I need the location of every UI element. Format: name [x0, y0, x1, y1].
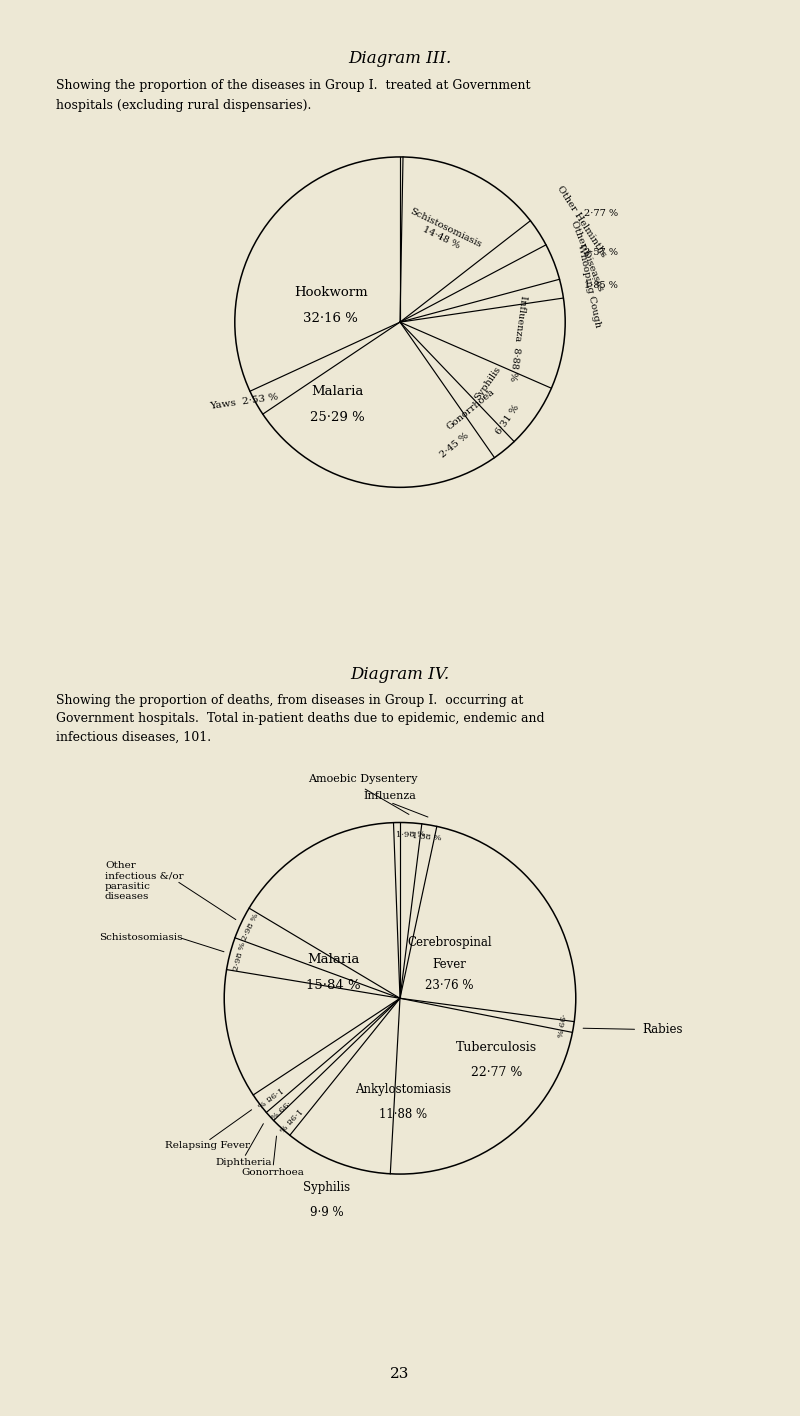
Text: 23: 23	[390, 1366, 410, 1381]
Text: Ankylostomiasis: Ankylostomiasis	[355, 1083, 451, 1096]
Text: 1·38 %: 1·38 %	[412, 833, 442, 843]
Text: Showing the proportion of deaths, from diseases in Group I.  occurring at: Showing the proportion of deaths, from d…	[56, 694, 523, 707]
Text: Yaws  2·53 %: Yaws 2·53 %	[210, 392, 279, 411]
Text: hospitals (excluding rural dispensaries).: hospitals (excluding rural dispensaries)…	[56, 99, 311, 112]
Text: Malaria: Malaria	[311, 385, 363, 398]
Text: Syphilis: Syphilis	[303, 1181, 350, 1195]
Text: 1·98 %: 1·98 %	[395, 831, 425, 840]
Text: Other
infectious &/or
parasitic
diseases: Other infectious &/or parasitic diseases	[105, 861, 183, 901]
Text: Other Helminths: Other Helminths	[555, 184, 608, 259]
Text: Amoebic Dysentery: Amoebic Dysentery	[308, 775, 418, 784]
Text: Schistosomiasis
14·48 %: Schistosomiasis 14·48 %	[404, 207, 483, 259]
Text: Syphilis: Syphilis	[473, 365, 503, 402]
Text: Cerebrospinal: Cerebrospinal	[407, 936, 491, 949]
Text: Influenza: Influenza	[364, 790, 417, 800]
Text: 2·45 %: 2·45 %	[438, 432, 470, 460]
Text: 22·77 %: 22·77 %	[471, 1066, 522, 1079]
Text: 25·29 %: 25·29 %	[310, 412, 365, 425]
Text: 1·98 %: 1·98 %	[277, 1106, 302, 1133]
Text: Fever: Fever	[432, 959, 466, 971]
Text: Influenza  8·88 %: Influenza 8·88 %	[508, 295, 528, 381]
Text: 32·16 %: 32·16 %	[303, 313, 358, 326]
Text: 9·9 %: 9·9 %	[310, 1206, 343, 1219]
Text: Malaria: Malaria	[307, 953, 359, 966]
Text: Rabies: Rabies	[642, 1022, 683, 1037]
Text: 23·76 %: 23·76 %	[425, 980, 474, 993]
Text: 3·57 %: 3·57 %	[584, 248, 618, 256]
Text: Relapsing Fever: Relapsing Fever	[165, 1141, 250, 1150]
Text: 1·98 %: 1·98 %	[255, 1085, 283, 1109]
Text: 2·98 %: 2·98 %	[233, 942, 248, 971]
Text: ·99 %: ·99 %	[267, 1097, 290, 1119]
Text: 1·85 %: 1·85 %	[584, 280, 618, 290]
Text: Tuberculosis: Tuberculosis	[456, 1041, 538, 1054]
Text: 2·98 %: 2·98 %	[241, 912, 261, 942]
Text: ·99 %: ·99 %	[554, 1012, 566, 1038]
Text: Government hospitals.  Total in-patient deaths due to epidemic, endemic and: Government hospitals. Total in-patient d…	[56, 712, 545, 725]
Text: Showing the proportion of the diseases in Group I.  treated at Government: Showing the proportion of the diseases i…	[56, 79, 530, 92]
Text: Other Diseases: Other Diseases	[569, 219, 605, 292]
Text: 2·77 %: 2·77 %	[584, 210, 618, 218]
Text: Hookworm: Hookworm	[294, 286, 367, 299]
Text: Whooping Cough: Whooping Cough	[576, 244, 602, 329]
Text: infectious diseases, 101.: infectious diseases, 101.	[56, 731, 211, 743]
Text: 6·31 %: 6·31 %	[494, 404, 522, 436]
Text: Gonorrhoea: Gonorrhoea	[242, 1168, 305, 1177]
Text: Schistosomiasis: Schistosomiasis	[99, 933, 182, 942]
Text: Diphtheria: Diphtheria	[216, 1158, 272, 1167]
Text: 15·84 %: 15·84 %	[306, 980, 361, 993]
Text: 11·88 %: 11·88 %	[379, 1107, 427, 1121]
Text: Diagram III.: Diagram III.	[348, 50, 452, 67]
Text: Diagram IV.: Diagram IV.	[350, 666, 450, 683]
Text: Gonorrhoea: Gonorrhoea	[446, 387, 497, 432]
